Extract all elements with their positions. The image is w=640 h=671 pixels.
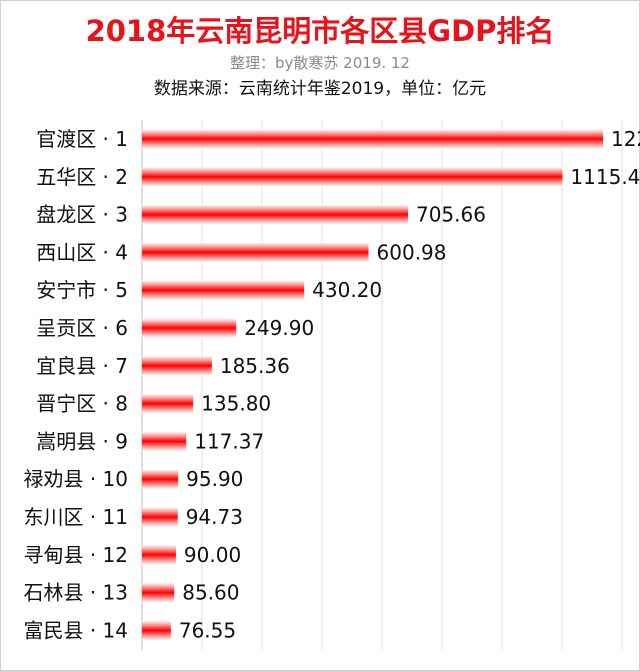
- bar: [142, 582, 175, 603]
- bar: [142, 166, 563, 187]
- value-label: 95.90: [186, 467, 243, 491]
- category-label: 盘龙区 · 3: [36, 203, 128, 227]
- category-label: 富民县 · 14: [23, 618, 128, 642]
- value-label: 76.55: [179, 618, 236, 642]
- value-label: 117.37: [194, 429, 264, 453]
- chart-credit: 整理：by散寒苏 2019. 12: [230, 54, 410, 72]
- category-label: 呈贡区 · 6: [36, 316, 128, 340]
- category-label: 禄劝县 · 10: [23, 467, 128, 491]
- labels: 官渡区 · 1 1223.20 五华区 · 2 1115.41 盘龙区 · 3 705.6…: [23, 127, 640, 642]
- category-label: 晋宁区 · 8: [36, 392, 128, 416]
- bar: [142, 204, 408, 225]
- bar: [142, 544, 176, 565]
- category-label: 寻甸县 · 12: [23, 543, 128, 567]
- value-label: 185.36: [220, 354, 290, 378]
- category-label: 安宁市 · 5: [36, 278, 128, 302]
- bar: [142, 355, 212, 376]
- value-label: 1115.41: [570, 165, 640, 189]
- category-label: 石林县 · 13: [23, 581, 128, 605]
- bar: [142, 242, 369, 263]
- category-label: 嵩明县 · 9: [36, 429, 128, 453]
- chart-title: 2018年云南昆明市各区县GDP排名: [85, 14, 555, 48]
- value-label: 1223.20: [611, 127, 640, 151]
- bars: [142, 129, 604, 641]
- bar: [142, 620, 171, 641]
- value-label: 249.90: [244, 316, 314, 340]
- value-label: 85.60: [182, 581, 239, 605]
- value-label: 135.80: [201, 392, 271, 416]
- bar: [142, 431, 187, 452]
- value-label: 94.73: [186, 505, 243, 529]
- gridlines: [141, 120, 623, 650]
- chart-source: 数据来源：云南统计年鉴2019，单位：亿元: [153, 79, 487, 99]
- value-label: 90.00: [184, 543, 241, 567]
- category-label: 宜良县 · 7: [36, 354, 128, 378]
- bar: [142, 280, 305, 301]
- bar: [142, 129, 604, 149]
- value-label: 600.98: [377, 240, 447, 264]
- bar: [142, 318, 237, 338]
- category-label: 五华区 · 2: [36, 165, 128, 189]
- category-label: 官渡区 · 1: [36, 127, 128, 151]
- category-label: 西山区 · 4: [36, 240, 128, 264]
- bar: [142, 507, 178, 527]
- bar: [142, 469, 179, 490]
- value-label: 430.20: [312, 278, 382, 302]
- category-label: 东川区 · 11: [23, 505, 128, 529]
- bar: [142, 393, 194, 414]
- value-label: 705.66: [416, 203, 486, 227]
